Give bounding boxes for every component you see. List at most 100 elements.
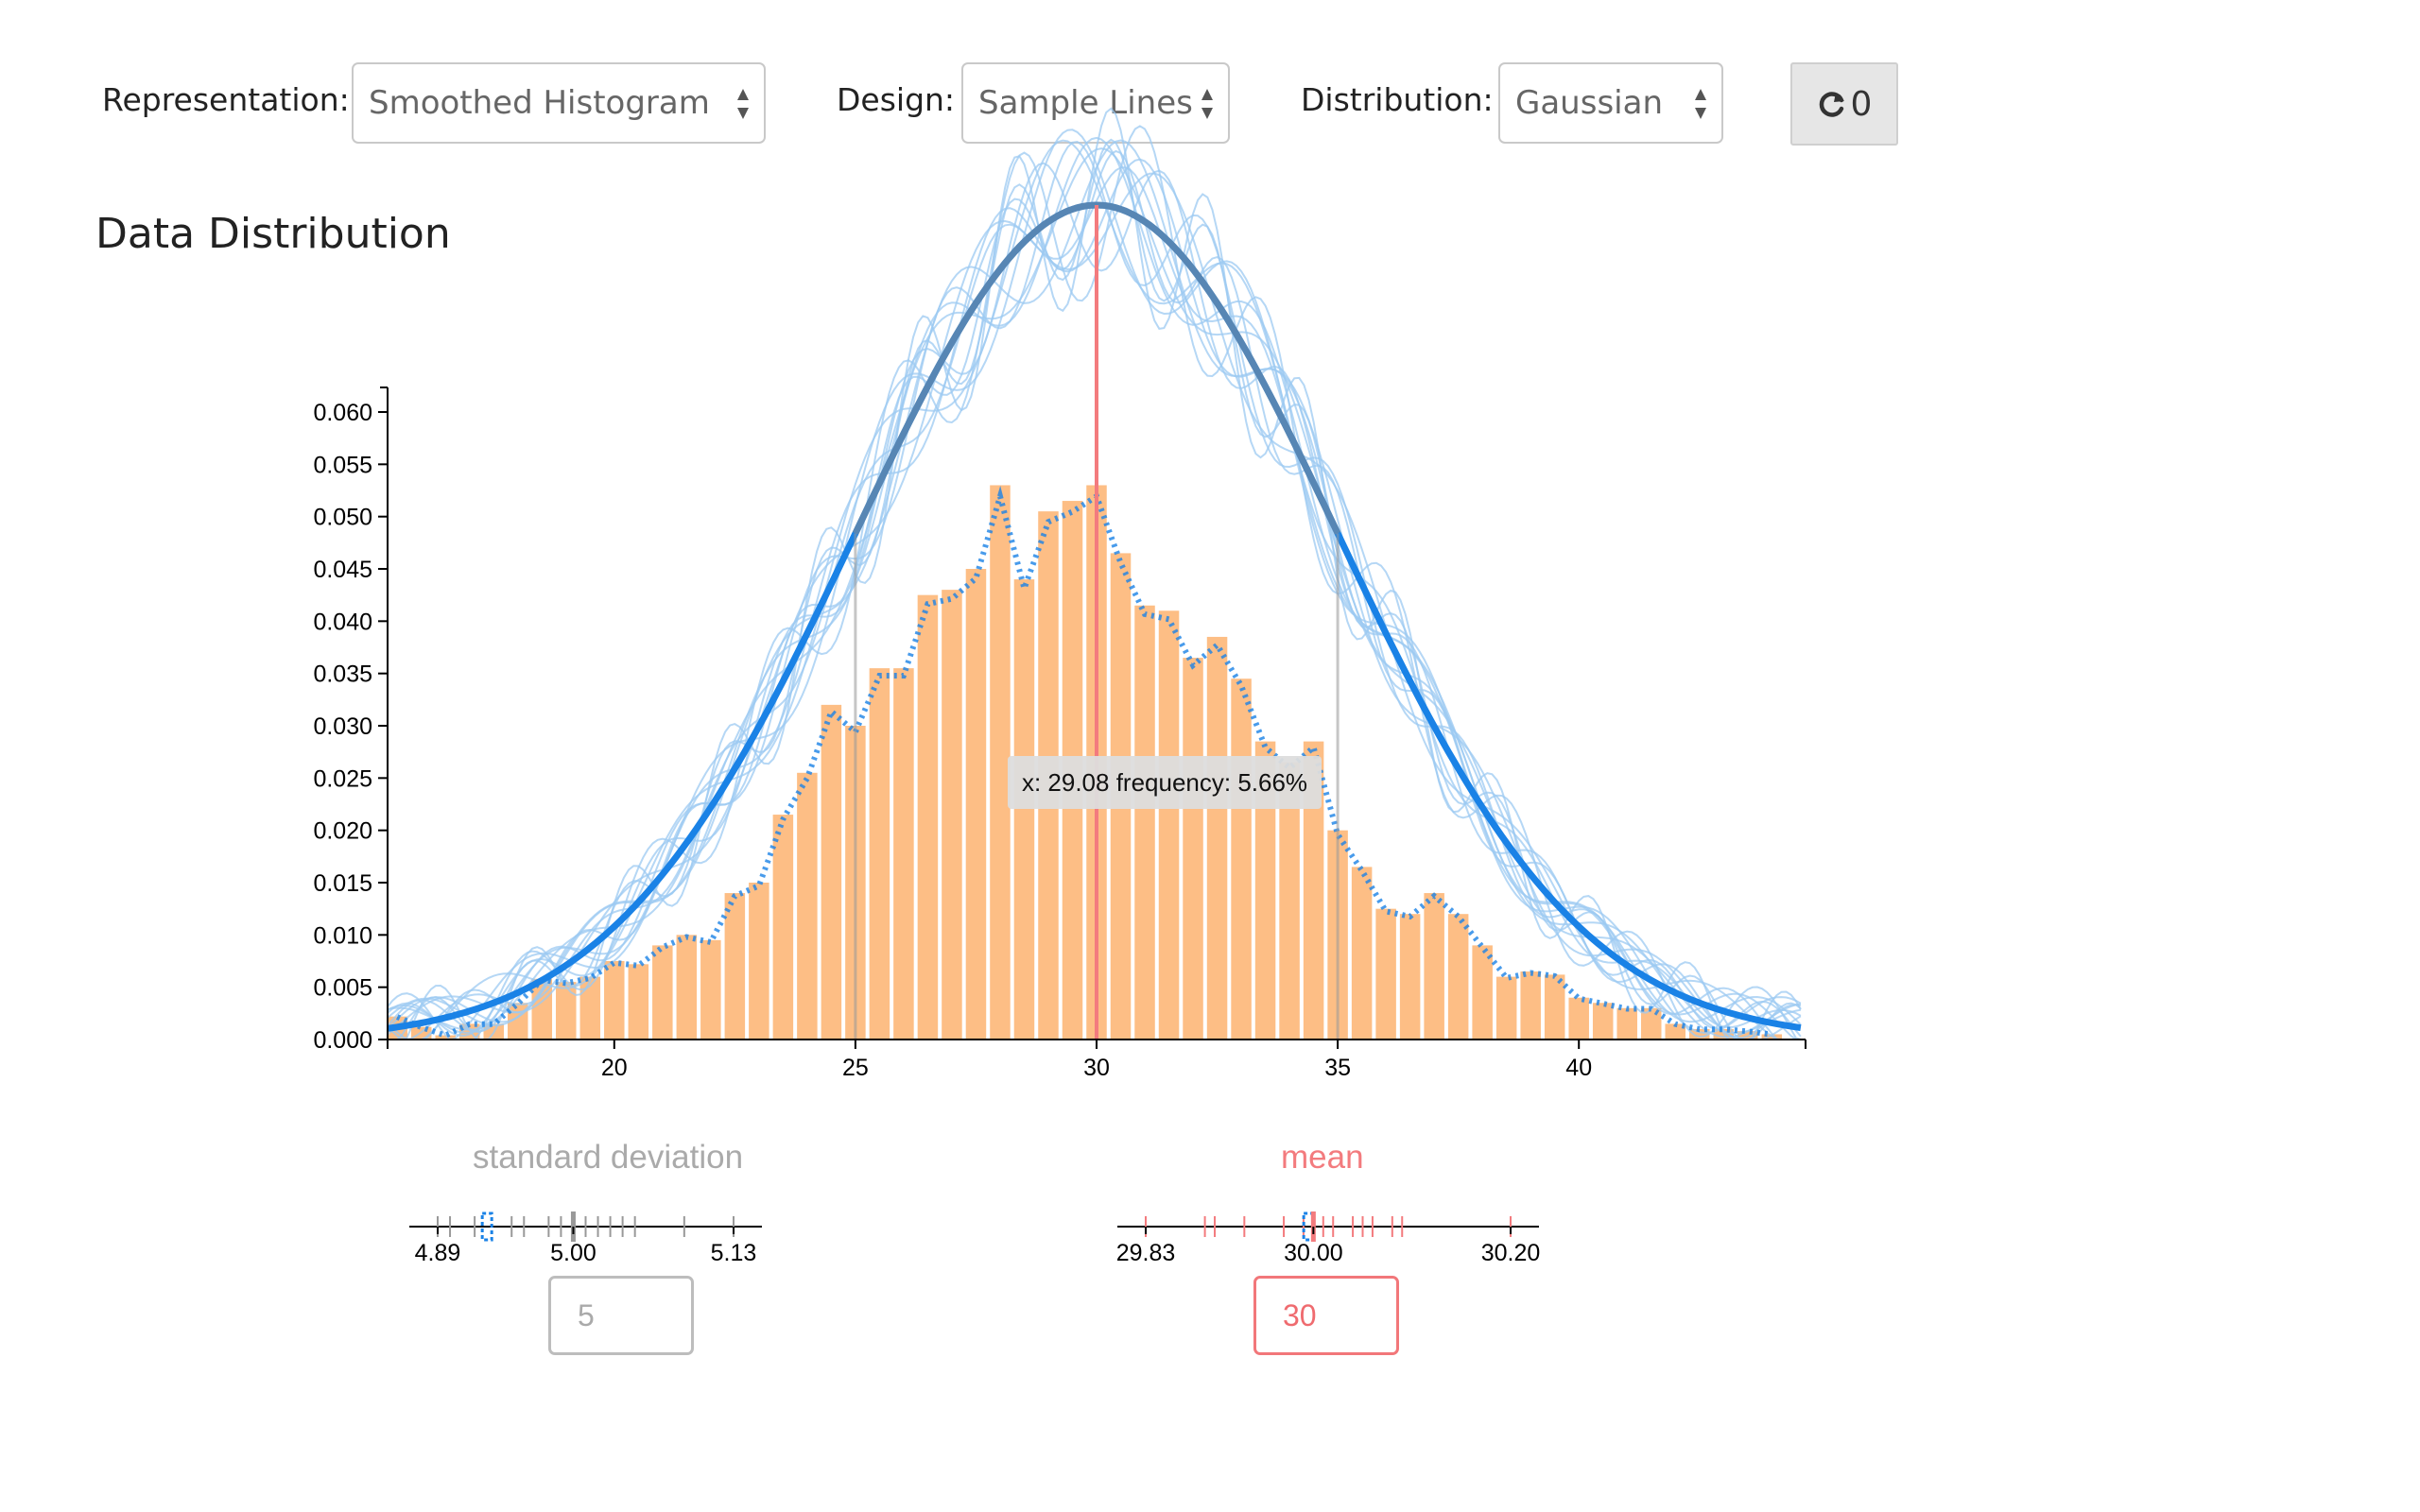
stdev-current-marker [480, 1211, 493, 1242]
smoothed-histogram-path [396, 486, 1772, 1039]
y-tick-label: 0.055 [313, 452, 372, 478]
histogram-bar [700, 939, 721, 1040]
stdev-axis-label: 4.89 [415, 1240, 461, 1266]
histogram-bar [435, 1035, 456, 1040]
x-tick-label: 35 [1324, 1055, 1351, 1081]
histogram-bar [1183, 658, 1203, 1040]
y-tick-label: 0.045 [313, 557, 372, 583]
representation-select[interactable]: Smoothed Histogram [352, 62, 766, 144]
y-tick-label: 0.020 [313, 818, 372, 845]
histogram-bar [1495, 976, 1517, 1040]
section-title: Data Distribution [95, 210, 451, 258]
chart-markers [852, 201, 1341, 1040]
histogram-bar [1351, 867, 1373, 1040]
select-arrows-icon [1201, 89, 1213, 119]
x-tick-label: 40 [1565, 1055, 1592, 1081]
histogram-bar [531, 978, 553, 1040]
histogram-bar [1640, 1007, 1662, 1040]
histogram-bar [1375, 908, 1396, 1040]
distribution-select[interactable]: Gaussian [1498, 62, 1723, 144]
select-arrows-icon [737, 89, 749, 119]
mean-axis-label: 29.83 [1116, 1240, 1176, 1266]
representation-value: Smoothed Histogram [369, 84, 710, 122]
y-tick-label: 0.005 [313, 975, 372, 1002]
histogram-bar [628, 964, 649, 1040]
histogram-bar [556, 982, 577, 1040]
histogram-bar [1399, 914, 1421, 1040]
design-select[interactable]: Sample Lines [961, 62, 1230, 144]
y-tick-label: 0.025 [313, 765, 372, 792]
refresh-button[interactable]: 0 [1790, 62, 1898, 146]
histogram-bar [1592, 1003, 1614, 1040]
histogram-bar [1520, 971, 1541, 1040]
y-tick-label: 0.010 [313, 922, 372, 949]
mean-title: mean [1281, 1139, 1364, 1176]
tooltip-box [1008, 756, 1322, 809]
sample-line [388, 138, 1802, 1040]
histogram-bar [1616, 1007, 1637, 1040]
sample-line [387, 147, 1802, 1035]
histogram-bar [1472, 945, 1493, 1040]
select-arrows-icon [1695, 89, 1706, 119]
histogram-bar [1424, 893, 1444, 1040]
histogram-bar [917, 594, 939, 1040]
x-tick-label: 30 [1083, 1055, 1110, 1081]
y-tick-label: 0.040 [313, 609, 372, 635]
histogram-bar [676, 935, 698, 1040]
smoothed-histogram-line [396, 486, 1772, 1039]
histogram-bar [1134, 605, 1155, 1040]
tooltip-text: x: 29.08 frequency: 5.66% [1022, 768, 1307, 797]
histogram-bar [724, 893, 746, 1040]
histogram-bar [604, 961, 625, 1040]
x-tick-label: 20 [601, 1055, 628, 1081]
y-tick-label: 0.000 [313, 1027, 372, 1054]
histogram-bar [1158, 610, 1180, 1040]
histogram-bar [1303, 741, 1324, 1040]
y-tick-label: 0.050 [313, 505, 372, 531]
histogram-bar [1254, 741, 1276, 1040]
distribution-label: Distribution: [1301, 81, 1494, 118]
histogram-bar [965, 569, 987, 1040]
histogram-bar [797, 772, 818, 1040]
histogram-bar [942, 590, 962, 1040]
sample-line [387, 158, 1801, 1040]
design-label: Design: [837, 81, 956, 118]
histogram-bar [652, 945, 673, 1040]
y-tick-label: 0.015 [313, 870, 372, 897]
histogram-bar [579, 976, 601, 1040]
representation-label: Representation: [102, 81, 350, 118]
stdev-axis-label: 5.13 [711, 1240, 757, 1266]
histogram-bar [772, 815, 794, 1040]
histogram-bar [990, 485, 1011, 1040]
y-tick-label: 0.030 [313, 713, 372, 740]
histogram-bar [1665, 1023, 1685, 1040]
design-value: Sample Lines [978, 84, 1193, 122]
histogram-bar [821, 704, 842, 1040]
stdev-arc [852, 201, 1341, 535]
sample-line [387, 139, 1802, 1040]
sample-line [388, 107, 1802, 1040]
chart-axes: 0.000 0.005 0.010 0.015 0.020 0.025 0.030 0.035… [313, 387, 1806, 1081]
stdev-title: standard deviation [473, 1139, 744, 1176]
mean-sample-strip[interactable]: 29.83 30.00 30.20 [1116, 1211, 1541, 1266]
mean-axis-label: 30.00 [1284, 1240, 1343, 1266]
y-tick-label: 0.035 [313, 662, 372, 688]
stdev-axis-label: 5.00 [550, 1240, 596, 1266]
distribution-value: Gaussian [1515, 84, 1663, 122]
refresh-icon [1819, 92, 1844, 117]
sample-line [387, 136, 1802, 1030]
histogram-bar [749, 883, 769, 1040]
histogram-bar [1231, 679, 1252, 1040]
mean-input[interactable] [1253, 1276, 1399, 1355]
stdev-input[interactable] [548, 1276, 694, 1355]
histogram-bar [893, 668, 914, 1040]
histogram-bar [1544, 974, 1565, 1040]
histogram-bar [1689, 1028, 1710, 1040]
histogram-bar [869, 668, 890, 1040]
histogram-bar [1568, 997, 1589, 1040]
hover-tooltip: x: 29.08 frequency: 5.66% [1008, 756, 1322, 809]
stdev-sample-strip[interactable]: 4.89 5.00 5.13 [409, 1211, 762, 1266]
histogram-bar [1447, 914, 1469, 1040]
x-tick-label: 25 [842, 1055, 869, 1081]
